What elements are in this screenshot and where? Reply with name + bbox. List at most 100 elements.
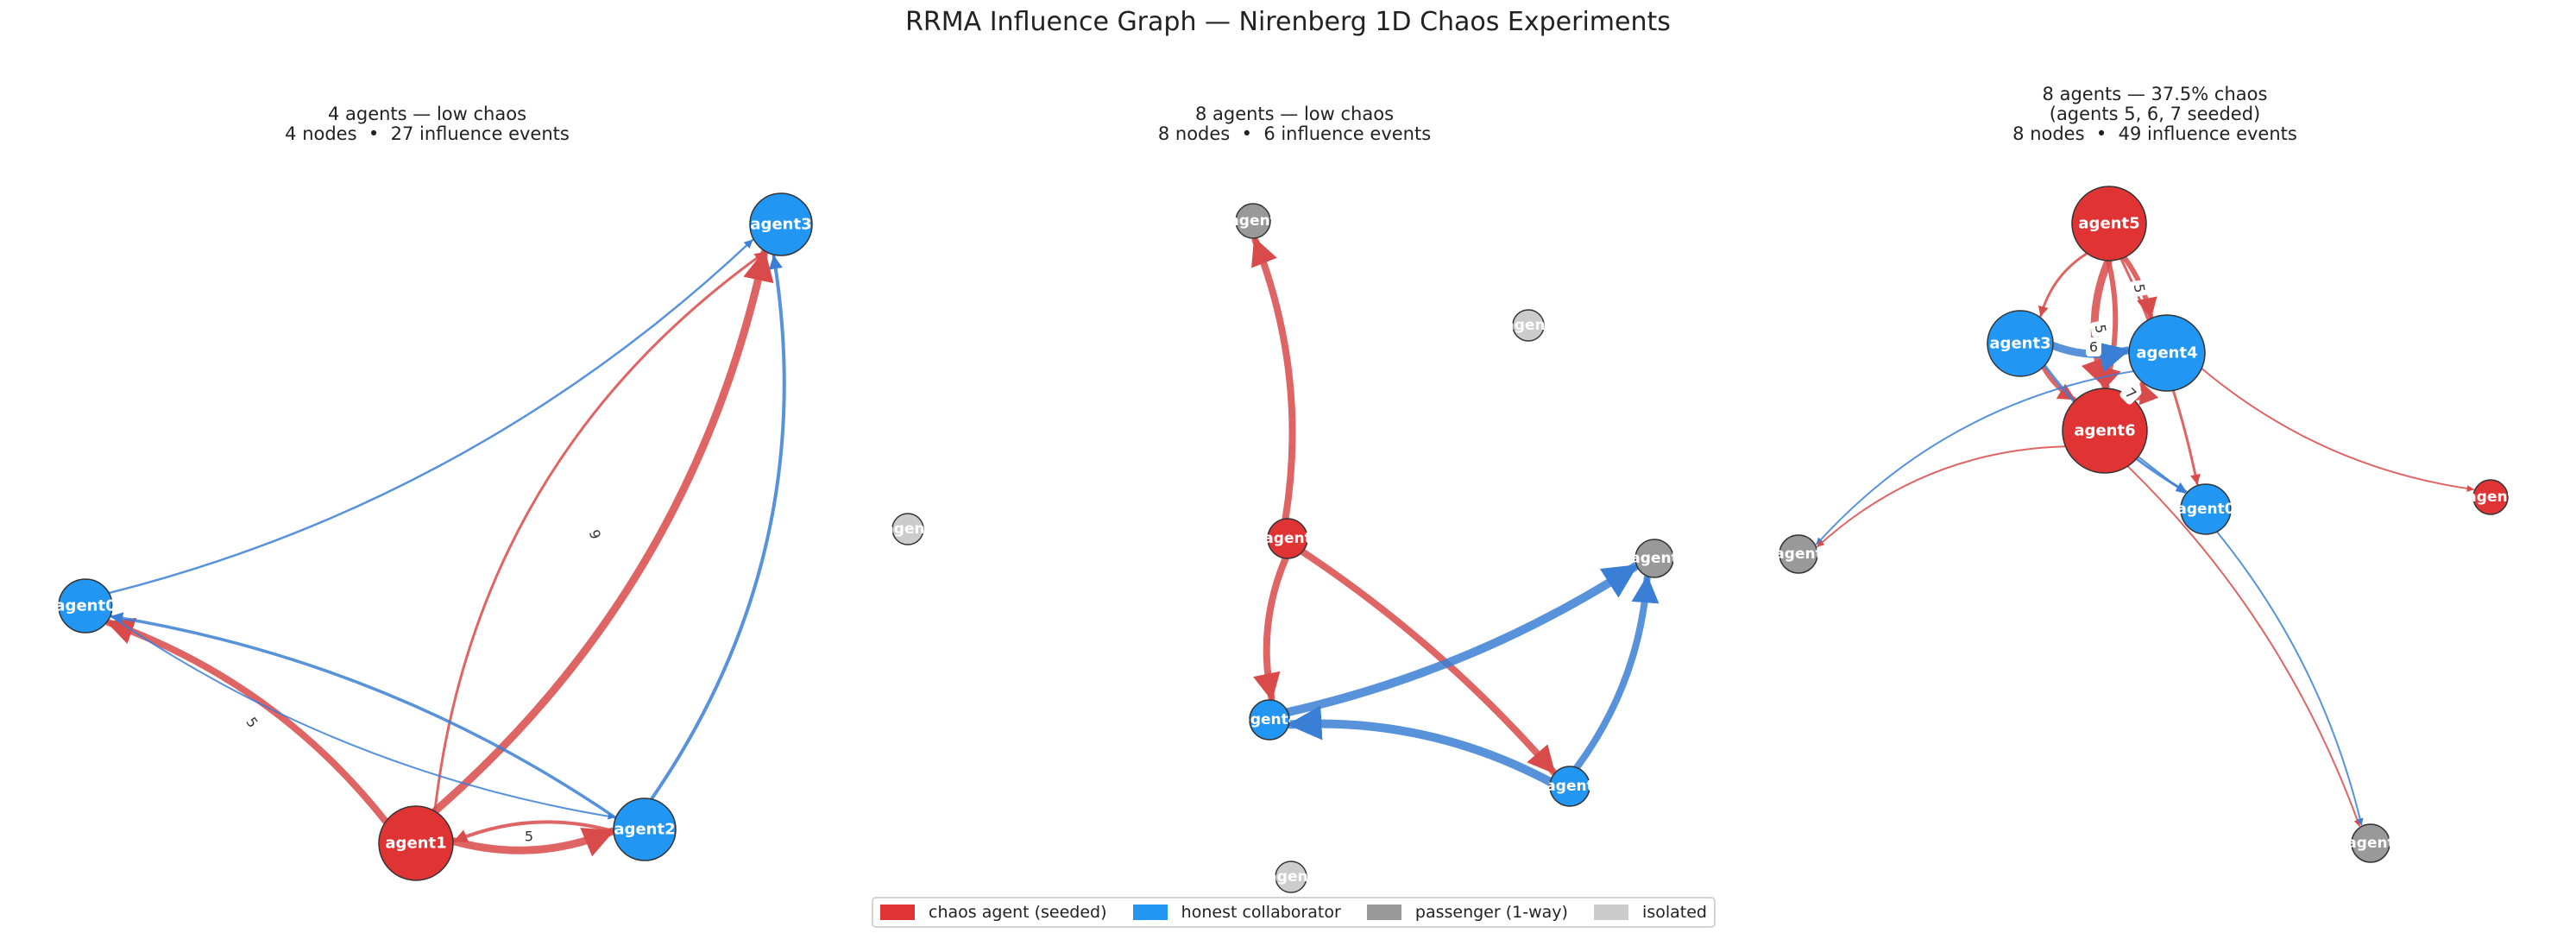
edge-agent6-to-n-gray-left [1817, 445, 2067, 548]
node-label: agent3 [750, 216, 811, 234]
edge-weight-label: 6 [584, 524, 607, 545]
legend-swatch-chaos [880, 905, 915, 920]
edge-n-chaos-to-n-blue-br [1299, 548, 1558, 776]
edge-n-blue-br-to-n-right [1573, 574, 1660, 772]
node-agent5[interactable]: agent5 [2071, 186, 2147, 262]
legend-label-honest: honest collaborator [1181, 903, 1341, 922]
edge-agent2-to-agent1 [452, 820, 616, 843]
edge-agent6-to-n-gray-bottom [2126, 465, 2361, 827]
legend-item-chaos: chaos agent (seeded) [880, 903, 1107, 922]
legend-item-isolated: isolated [1594, 903, 1707, 922]
node-n-iso-bottom[interactable]: agent [1267, 861, 1314, 893]
node-n-red-right[interactable]: agent [2466, 479, 2514, 515]
node-n-right[interactable]: agent [1630, 539, 1678, 578]
edge-weight-label: 5 [521, 827, 537, 846]
node-label: agent [1774, 545, 1822, 563]
node-circle-passenger [1235, 203, 1271, 239]
node-agent0[interactable]: agent0 [54, 578, 116, 634]
edge-agent4-to-n-right [1283, 562, 1640, 717]
node-circle-honest [749, 192, 813, 256]
node-label: agent0 [2176, 501, 2234, 518]
node-label: agent3 [1989, 335, 2050, 353]
edge-agent4-to-n-gray-left [1816, 370, 2135, 545]
edge-weight-label: 5 [2090, 319, 2111, 338]
panel-3-title-line-3: 8 nodes • 49 influence events [2012, 123, 2297, 144]
node-circle-passenger [1634, 539, 1674, 578]
node-n-chaos[interactable]: agent [1263, 518, 1311, 559]
panel-2-title-line-1: 8 agents — low chaos [1194, 104, 1395, 124]
panel-2-title-line-2: 8 nodes • 6 influence events [1157, 123, 1432, 144]
edges-layer [104, 236, 2474, 857]
node-agent4[interactable]: agent4 [1240, 699, 1298, 741]
node-n-gray-bottom[interactable]: agent [2346, 823, 2394, 863]
node-circle-honest [1987, 310, 2054, 377]
panel-2-title: 8 agents — low chaos 8 nodes • 6 influen… [906, 104, 1683, 144]
legend-item-passenger: passenger (1-way) [1366, 903, 1568, 922]
node-circle-honest [613, 797, 677, 861]
node-label: agent6 [2074, 422, 2135, 440]
edge-agent0-to-n-gray-bottom [2215, 531, 2364, 826]
edge-agent5-to-agent3 [2037, 252, 2088, 318]
node-circle-isolated [1512, 309, 1545, 342]
node-label: agent2 [614, 821, 675, 839]
legend-item-honest: honest collaborator [1132, 903, 1341, 922]
node-label: agent4 [1240, 711, 1298, 728]
node-circle-passenger [1779, 534, 1818, 574]
edge-agent0-to-agent3 [107, 239, 753, 595]
node-n-iso-upper[interactable]: agent [1504, 309, 1552, 342]
node-circle-honest [2180, 483, 2232, 535]
node-agent4[interactable]: agent4 [2128, 314, 2206, 392]
edge-agent1-to-agent2 [449, 827, 616, 857]
node-label: agent5 [2078, 215, 2139, 233]
panel-3-title-line-1: 8 agents — 37.5% chaos [2042, 84, 2268, 104]
node-circle-passenger [2351, 823, 2390, 863]
panel-3-title: 8 agents — 37.5% chaos (agents 5, 6, 7 s… [1767, 85, 2543, 144]
node-n-gray-left[interactable]: agent [1774, 534, 1822, 574]
node-circle-chaos [2062, 388, 2148, 474]
edge-weight-label: 6 [2086, 337, 2101, 356]
node-label: agent [884, 520, 931, 538]
svg-text:5: 5 [2131, 282, 2148, 293]
svg-text:5: 5 [2092, 323, 2109, 334]
node-agent6[interactable]: agent6 [2062, 388, 2148, 474]
legend-swatch-honest [1132, 905, 1168, 920]
svg-text:5: 5 [525, 829, 533, 845]
node-agent3[interactable]: agent3 [749, 192, 813, 256]
svg-text:6: 6 [2089, 339, 2098, 356]
node-label: agent [2346, 835, 2394, 852]
node-label: agent4 [2136, 344, 2197, 362]
legend-label-isolated: isolated [1642, 903, 1707, 922]
edge-agent0-to-agent2 [109, 615, 615, 820]
node-n-blue-br[interactable]: agent [1546, 766, 1593, 807]
edge-agent2-to-agent0 [110, 612, 618, 820]
edge-weight-label: 5 [241, 711, 263, 734]
node-circle-isolated [891, 513, 924, 545]
edge-labels-layer: 6 5 5 5 5 6 7 [241, 279, 2150, 846]
edge-agent1-to-agent3 [431, 249, 774, 816]
legend-swatch-passenger [1366, 905, 1401, 920]
node-circle-chaos [1267, 518, 1308, 559]
edge-agent1-to-agent0 [104, 617, 390, 825]
node-agent1[interactable]: agent1 [378, 805, 454, 881]
node-circle-chaos [2472, 479, 2509, 515]
node-agent2[interactable]: agent2 [613, 797, 677, 861]
node-label: agent [1546, 778, 1593, 795]
node-agent0[interactable]: agent0 [2176, 483, 2234, 535]
panel-1-title-line-2: 4 nodes • 27 influence events [285, 123, 570, 144]
legend: chaos agent (seeded) honest collaborator… [872, 897, 1716, 928]
node-n-top[interactable]: agent [1229, 203, 1276, 239]
node-circle-chaos [378, 805, 454, 881]
edge-n-chaos-to-agent4 [1253, 554, 1289, 703]
node-circle-honest [2128, 314, 2206, 392]
node-circle-honest [1249, 699, 1290, 741]
node-n-iso-left[interactable]: agent [884, 513, 931, 545]
node-agent3[interactable]: agent3 [1987, 310, 2054, 377]
panel-3-title-line-2: (agents 5, 6, 7 seeded) [2049, 104, 2261, 124]
node-label: agent [1504, 317, 1552, 334]
node-label: agent [1229, 212, 1276, 230]
edge-agent4-to-n-red-right [2201, 367, 2474, 493]
edge-agent5-to-agent6 [2100, 257, 2121, 390]
node-label: agent [1267, 868, 1314, 886]
legend-swatch-isolated [1594, 905, 1629, 920]
